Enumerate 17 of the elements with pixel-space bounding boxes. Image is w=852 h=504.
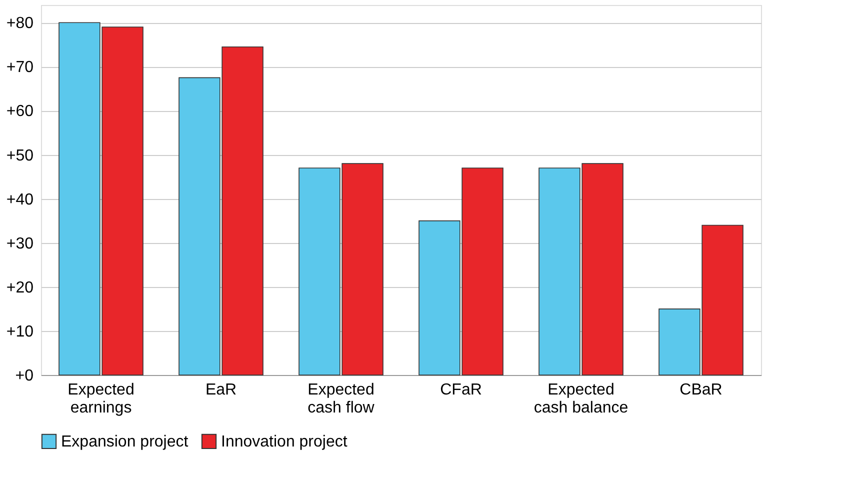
x-tick-label: Expected cash flow	[308, 382, 375, 416]
x-tick-label: EaR	[205, 382, 237, 398]
y-tick-label: +40	[6, 191, 34, 208]
y-tick-label: +80	[6, 15, 34, 32]
y-tick-label: +10	[6, 323, 34, 340]
legend-label: Expansion project	[61, 433, 189, 450]
y-tick-label: +0	[15, 368, 34, 384]
x-tick-label: CFaR	[440, 382, 482, 398]
y-tick-label: +50	[6, 147, 34, 164]
x-tick-label: CBaR	[680, 382, 722, 398]
y-tick-label: +70	[6, 59, 34, 76]
y-tick-label: +20	[6, 279, 34, 296]
y-tick-label: +60	[6, 103, 34, 120]
legend-label: Innovation project	[221, 433, 348, 450]
y-tick-label: +30	[6, 235, 34, 252]
x-tick-label: Expected earnings	[68, 382, 134, 416]
x-tick-label: Expected cash balance	[534, 382, 628, 416]
